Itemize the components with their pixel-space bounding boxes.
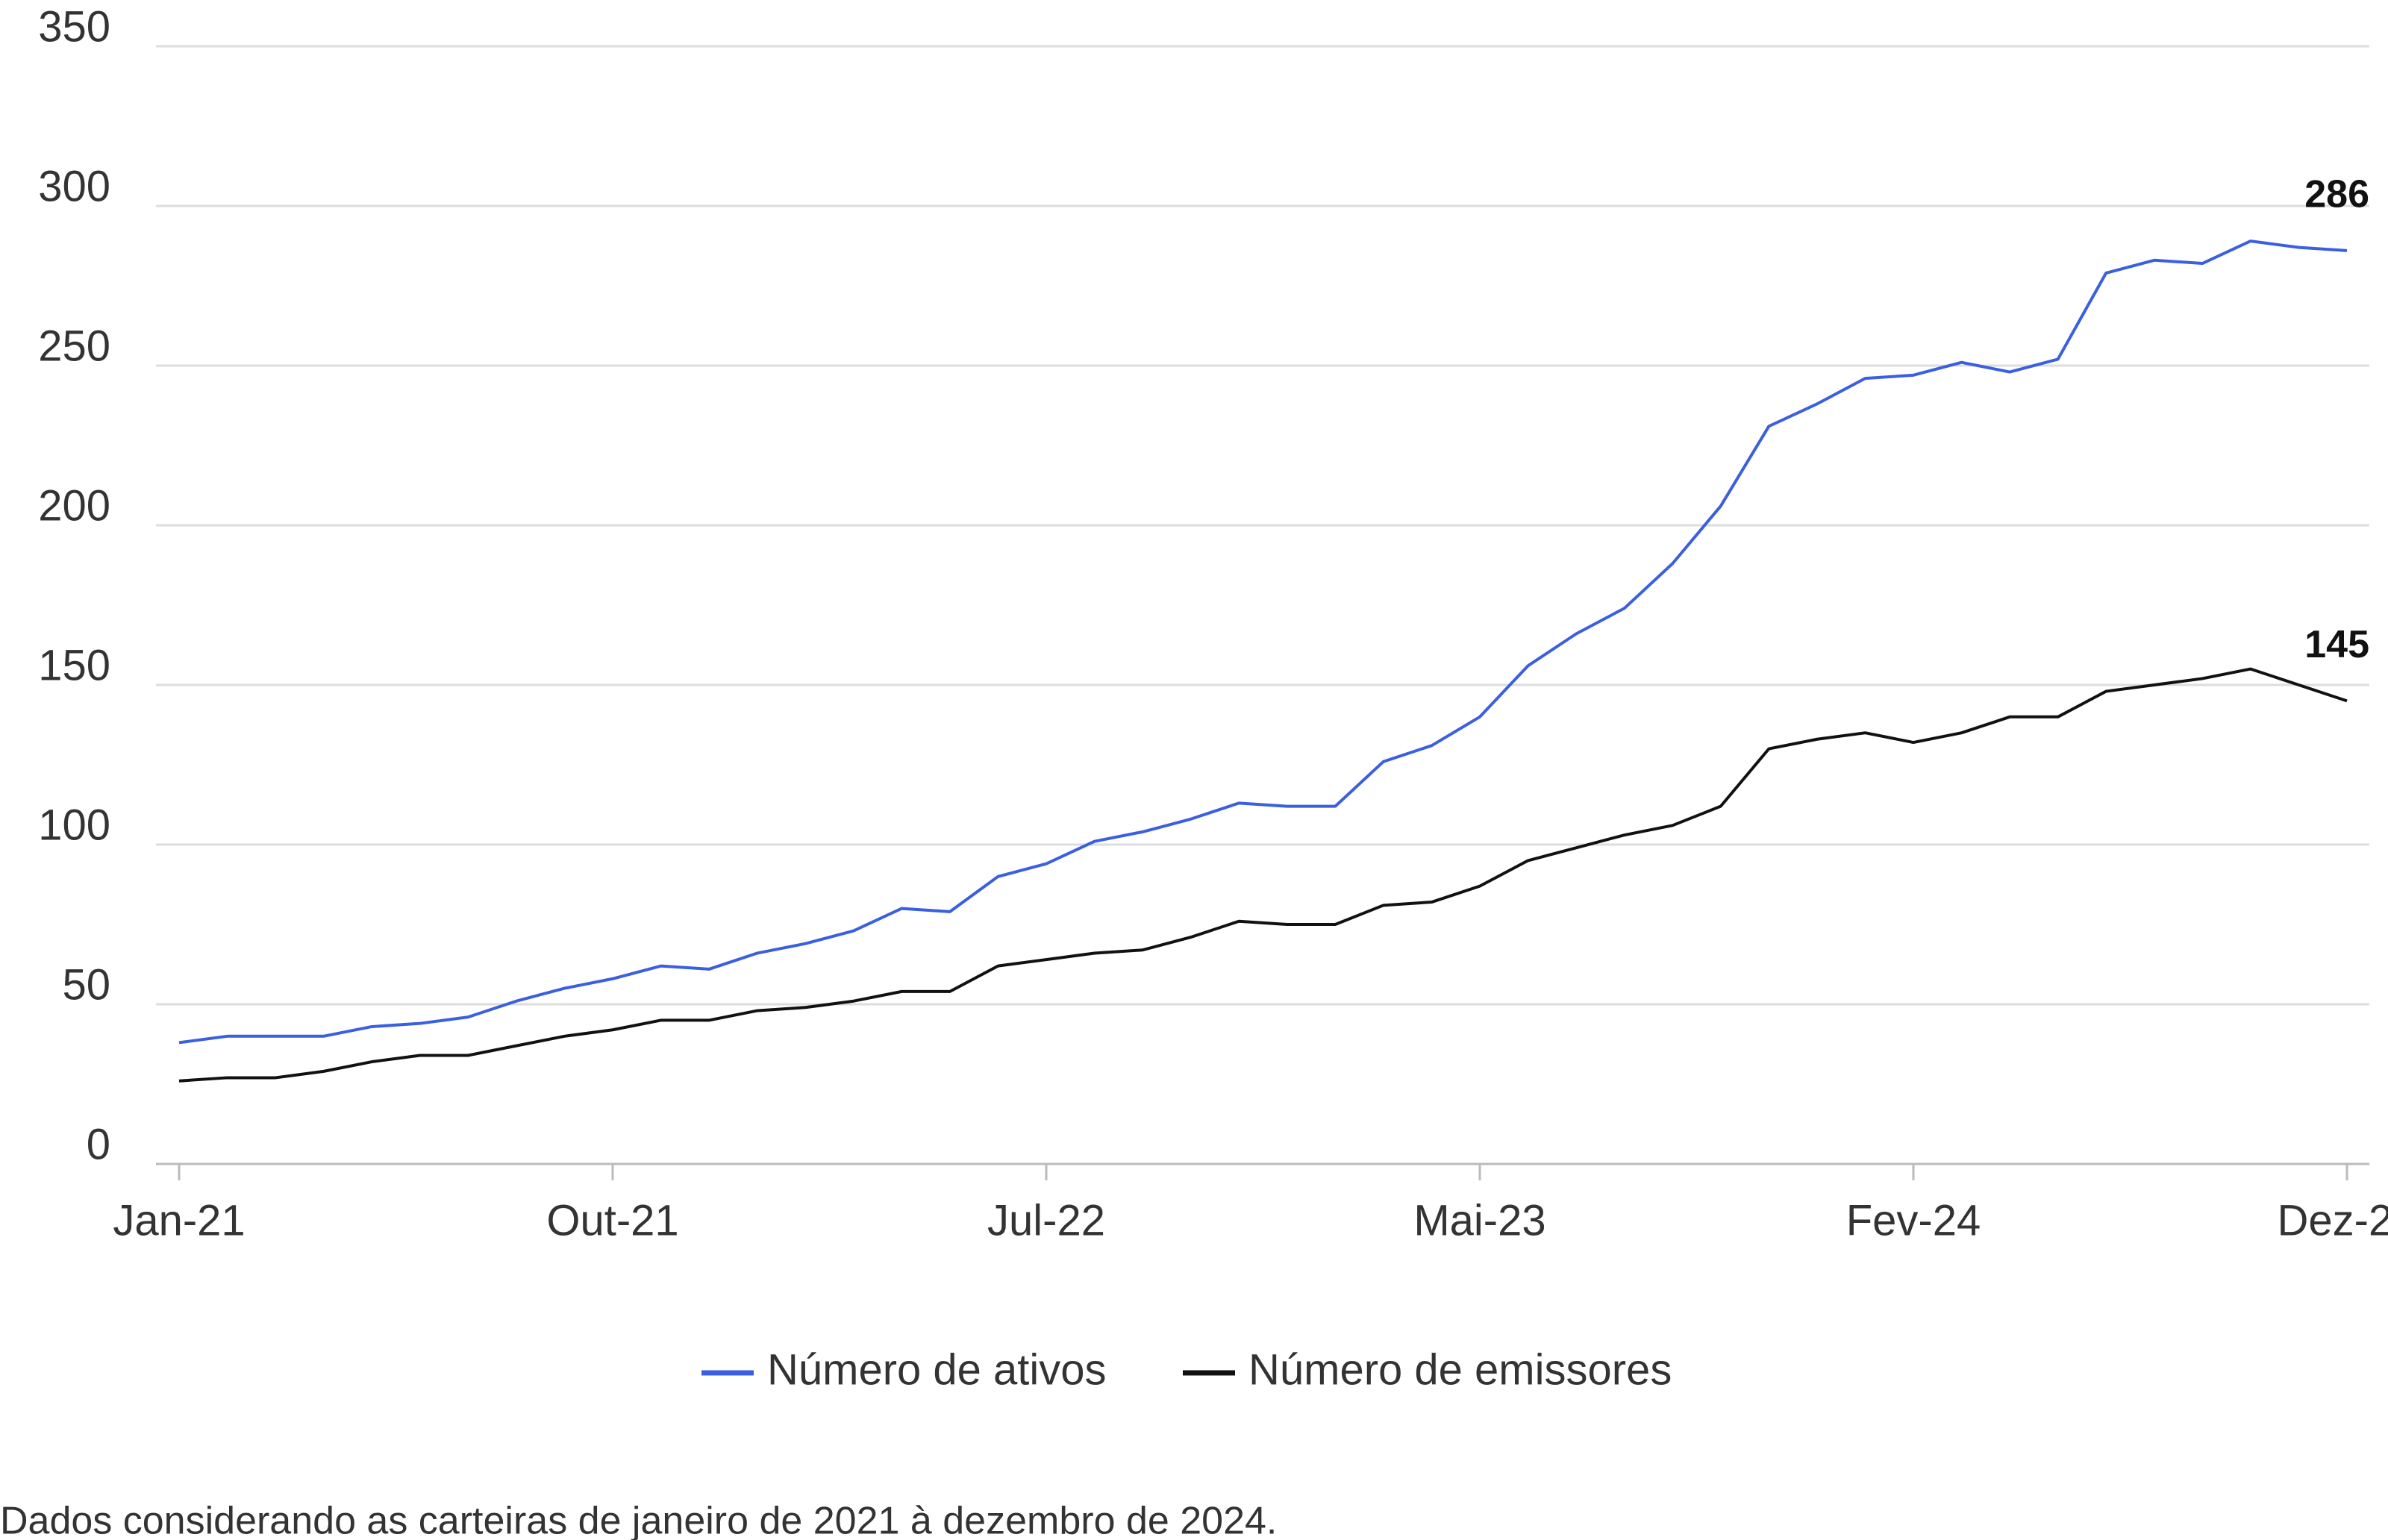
y-tick-label: 300: [38, 162, 110, 210]
data-line: [178, 667, 2348, 1083]
y-tick-label: 100: [38, 801, 110, 849]
y-tick-label: 350: [38, 2, 110, 51]
footnote: Dados considerando as carteiras de janei…: [0, 1500, 1277, 1540]
y-tick-label: 250: [38, 322, 110, 370]
end-label: 145: [2304, 623, 2369, 666]
x-tick-label: Fev-24: [1846, 1196, 1981, 1245]
data-line: [178, 240, 2348, 1045]
y-tick-label: 200: [38, 481, 110, 530]
x-tick-label: Dez-24: [2278, 1196, 2388, 1245]
legend-label: Número de emissores: [1248, 1345, 1672, 1394]
x-tick-label: Jan-21: [113, 1196, 245, 1245]
x-tick-label: Out-21: [546, 1196, 678, 1245]
legend-label: Número de ativos: [767, 1345, 1107, 1394]
y-tick-label: 0: [87, 1120, 110, 1168]
x-tick-label: Jul-22: [987, 1196, 1105, 1245]
end-label: 286: [2304, 173, 2369, 216]
y-tick-label: 150: [38, 641, 110, 689]
y-tick-label: 50: [62, 960, 110, 1009]
x-tick-label: Mai-23: [1413, 1196, 1545, 1245]
